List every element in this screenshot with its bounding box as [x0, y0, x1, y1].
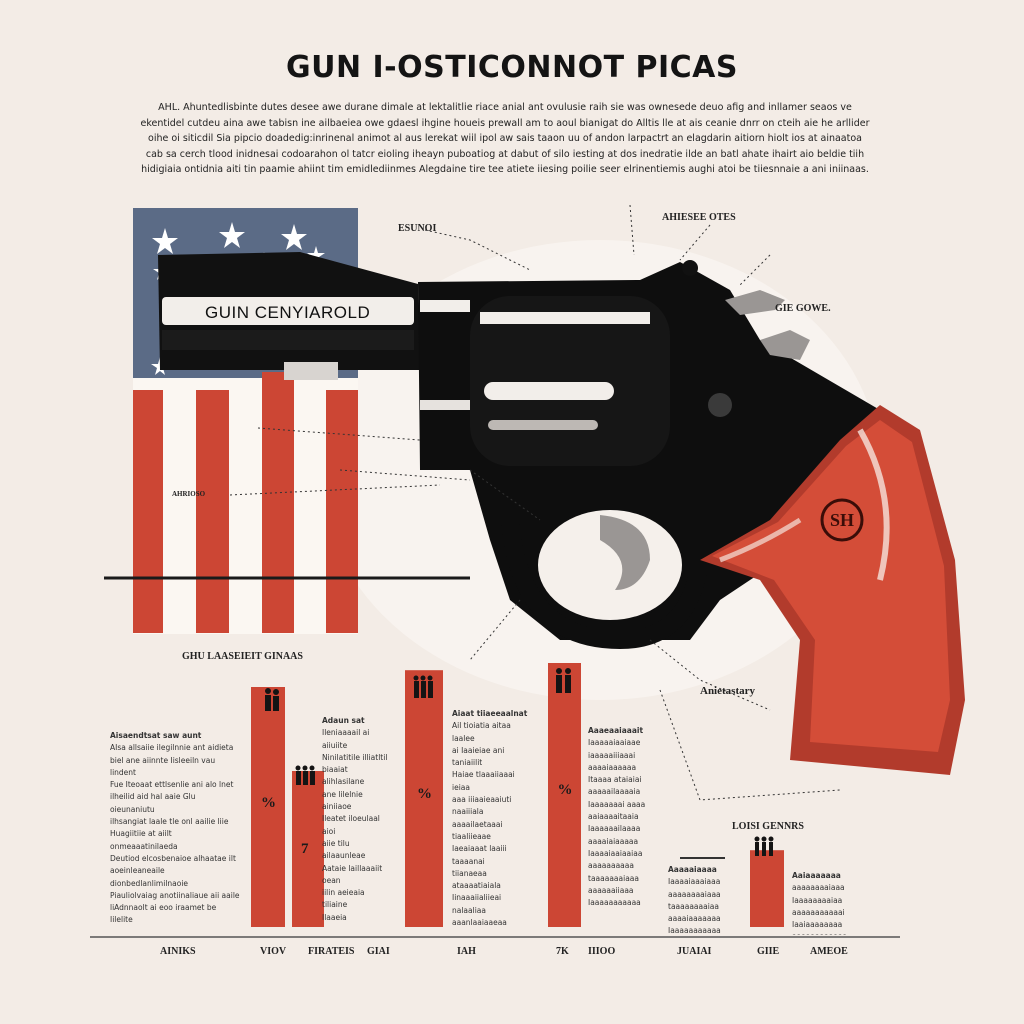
column-heading: Aaiaaaaaaa	[792, 871, 841, 880]
column-heading: Aiaat tiiaeeaalnat	[452, 709, 528, 718]
bar-label-2: 7	[301, 841, 309, 858]
bar-label-3: %	[417, 785, 432, 802]
x-tick-label: AINIKS	[160, 946, 196, 957]
x-tick-label: IIIOO	[588, 946, 616, 957]
column-line: Iaaiaaaaaaaa	[792, 920, 843, 930]
column-line: aaaaaaaaiaaa	[792, 883, 845, 893]
column-line: Ilaaeia eaueaiteaiit	[322, 912, 347, 922]
bar-4	[548, 663, 581, 927]
x-tick-label: VIOV	[260, 946, 287, 957]
column-line: aiie tilu ailaaunleae	[322, 838, 366, 861]
bar-2	[292, 771, 324, 927]
column-line: AIsa allsaiie ilegilnnie ant aidieta	[110, 743, 234, 753]
column-line: Deutiod elcosbenaioe alhaatae ilt	[110, 853, 236, 863]
x-tick-label: GIAI	[367, 946, 390, 957]
text-column-5: Aaaaaiaaaa Iaaaaiaaaiaaa aaaaaaaaiaaa taaaa…	[668, 864, 732, 934]
column-line: Ail tioiatia aitaa laalee	[452, 721, 511, 743]
column-line: taaaaaaaaiaa	[668, 901, 719, 911]
chart-heading: GHU LAASEIEIT GINAAS	[182, 651, 303, 662]
column-line: biel ane aiinnte Iisleeiln vau lindent	[110, 755, 216, 777]
callout-label-left: AHRIOSO	[172, 490, 206, 498]
column-line: aaiaaaaitaaia	[588, 812, 639, 822]
column-line: liAdnnaolt ai eoo iraamet be Iilelite	[110, 903, 217, 925]
column-line: Ileniaaaail ai aiiuiite	[322, 728, 370, 750]
barrel-engraving: GUIN CENYIAROLD	[205, 303, 371, 322]
column-line: aaaaiaaaaaaa	[668, 914, 721, 924]
column-line: Iaeaiaaat laaiii taaaanai	[452, 844, 507, 866]
column-line: ai Iaaieiae ani taniaiilit	[452, 745, 505, 768]
column-line: tiianaeaa ataaaatiaiala	[452, 868, 501, 891]
column-line: Itaaaa ataiaiai	[588, 775, 642, 785]
column-line: aaaaiaaaaaa	[588, 762, 637, 772]
column-line: Piauliolvaiag anotiinaliaue aii aaile	[110, 890, 240, 900]
text-column-4: Aaaeaaiaaait Iaaaaaiaaiaae iaaaaaiiiaaai aa…	[588, 725, 652, 920]
text-column-2: Adaun sat Ileniaaaail ai aiiuiite Ninilati…	[322, 715, 392, 925]
bar-1	[251, 687, 285, 927]
column-heading: Aisaendtsat saw aunt	[110, 731, 202, 740]
column-line: aaaaaaaaaaai	[792, 907, 845, 917]
x-tick-label: GIIE	[757, 946, 780, 957]
column-line: Iaaaaaaaaaaa	[588, 898, 641, 908]
column-line: aaa iiiaaieaaiuti naaiiiala	[452, 795, 512, 817]
column-line: Aataie laillaaaiit oean	[322, 863, 383, 885]
column-line: Iaaaaaaai aaaa	[588, 799, 646, 809]
text-column-6: Aaiaaaaaaa aaaaaaaaiaaa Iaaaaaaaaiaa aaaaaa…	[792, 870, 856, 935]
x-tick-label: IAH	[457, 946, 476, 957]
column-line: Iaaaaiaaaiaaa	[668, 877, 721, 887]
column-line: aoeinleaneaile dionbedlanlimilnaoie	[110, 866, 189, 888]
x-tick-label: 7K	[556, 946, 569, 957]
column-line: ilheilid aid hal aaie Glu oieunaniutu	[110, 792, 196, 814]
column-line: Fue Iteoaat ettlsenlie ani alo lnet	[110, 780, 234, 790]
column-heading: Aaaaaiaaaa	[668, 865, 717, 874]
column-line: aaaailaetaaai tiaaliieaae	[452, 819, 503, 841]
flag-graphic	[133, 208, 358, 634]
column-line: aaaaiaiaaaaa	[588, 836, 639, 846]
column-line: Haiae tlaaaiiaaai ieiaa	[452, 770, 515, 792]
column-heading: Adaun sat	[322, 716, 365, 725]
callout-label-2: AHIESEE OTES	[662, 212, 736, 223]
bar-3	[405, 670, 443, 927]
column-line: Iinaaaiialiieai nalaaliaa	[452, 893, 502, 915]
grip-note: Anietastary	[700, 685, 755, 697]
page-title: GUN I-OSTICONNOT PICAS	[285, 50, 739, 85]
column-line: Huagiitiie at aiilt onmeaaatinilaeda	[110, 829, 178, 851]
column-line: aaaaaaiiaaa	[588, 885, 634, 895]
callout-label-3: GIE GOWE.	[775, 303, 831, 314]
small-chart-label: LOISI GENNRS	[732, 821, 804, 832]
column-heading: Aaaeaaiaaait	[588, 726, 644, 735]
bar-label-1: %	[261, 795, 276, 811]
bar-5	[750, 850, 784, 927]
column-line: aaaaaaaaiaaa	[668, 889, 721, 899]
column-line: Iaaaaaaaaaaa	[668, 926, 721, 934]
bar-label-4: %	[557, 781, 573, 798]
bar-chart	[251, 663, 784, 927]
column-line: aaaaaaaaaa	[588, 861, 634, 871]
column-line: Iaaaaiaaiaaiaa	[588, 848, 643, 858]
column-line: Iaaaaaailaaaa	[588, 824, 641, 834]
column-line: biaaiat alihlasilane	[322, 765, 365, 787]
column-line: iilin aeieaia tiliaine	[322, 888, 365, 910]
x-tick-label: FIRATEIS	[308, 946, 355, 957]
column-line: iaaaaaiiiaaai	[588, 750, 636, 760]
column-line: Ninilatitile illiatltil	[322, 752, 388, 762]
intro-paragraph: AHL. Ahuntedlisbinte dutes desee awe dur…	[140, 102, 870, 175]
text-column-1: Aisaendtsat saw aunt AIsa allsaiie ilegil…	[110, 730, 240, 925]
column-line: ane lilelnie ainiiaoe	[322, 789, 363, 812]
column-line: Iaaaaaiaaiaae	[588, 738, 641, 748]
column-line: aaaaailaaaaia	[588, 787, 641, 797]
column-line: Iaaaaaaaaiaa	[792, 895, 843, 905]
x-tick-label: AMEOE	[810, 946, 848, 957]
column-line: aaanlaaiaaeaa iiiaaaatal	[452, 918, 507, 928]
text-column-3: Aiaat tiiaeeaalnat Ail tioiatia aitaa laa…	[452, 708, 534, 928]
column-line: taaaaaaaiaaa	[588, 873, 639, 883]
grip-emblem: SH	[830, 510, 855, 530]
callout-label-1: ESUNOI	[398, 223, 437, 234]
x-tick-label: JUAIAI	[677, 946, 712, 957]
revolver-graphic	[158, 252, 965, 775]
column-line: ilhsangiat laale tle onl aailie liie	[110, 817, 229, 827]
column-line: Ileatet iloeulaal aioi	[322, 814, 380, 836]
